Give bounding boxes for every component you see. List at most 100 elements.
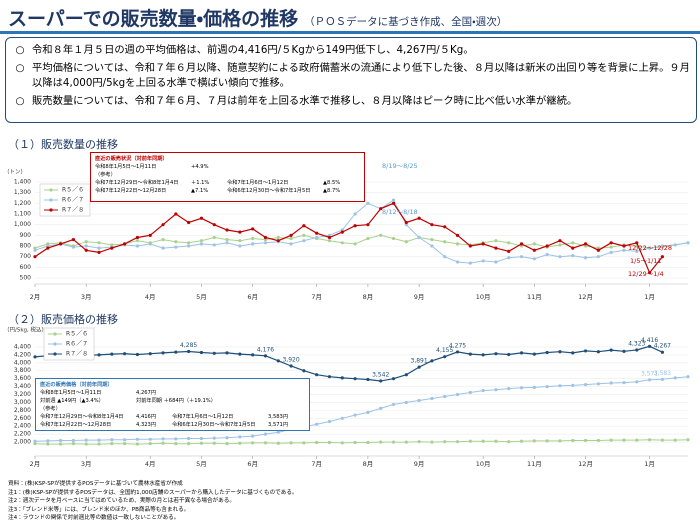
info-row: 令和7年12月22日～12月28日 4,323円 令和6年12月30日～令和7年1月… <box>40 421 305 429</box>
value-label: 3,583 <box>654 370 671 377</box>
point <box>289 242 293 246</box>
point <box>635 380 639 384</box>
point <box>391 236 396 241</box>
value-label: 3,920 <box>282 356 299 363</box>
point <box>443 255 447 259</box>
point <box>135 244 140 248</box>
legend-marker <box>49 198 53 202</box>
point <box>583 242 588 246</box>
point <box>340 241 344 245</box>
y-axis-unit: （トン） <box>4 169 26 176</box>
annotation: 8/12～8/18 <box>382 208 418 216</box>
note: 注4：ラウンドの関係で対前週比等の数値は一致しないことがある。 <box>8 515 180 521</box>
point <box>545 350 549 355</box>
value-label: 4,176 <box>257 346 274 353</box>
info-cell: 令和6年12月30日～令和7年1月5日 <box>227 188 311 194</box>
point <box>97 442 101 446</box>
point <box>238 244 242 248</box>
point <box>379 406 383 410</box>
legend-label: R５／６ <box>66 331 88 338</box>
info-cell: 令和8年1月5日～1月11日 <box>95 164 157 170</box>
point <box>404 400 408 405</box>
point <box>174 442 178 446</box>
point <box>558 255 562 259</box>
point <box>366 201 370 205</box>
bullet-text: 販売数量については、令和７年６月、７月は前年を上回る水準で推移し、８月以降はピー… <box>32 95 578 107</box>
info-box: 直近の販売状況（対前年同期） 令和8年1月5日～1月11日 +4.9% （参考） 令和7… <box>90 152 365 202</box>
point <box>353 242 357 246</box>
point <box>583 383 588 387</box>
point <box>327 440 332 445</box>
info-cell: +4.9% <box>191 164 209 170</box>
point <box>238 239 242 243</box>
point <box>635 249 639 253</box>
point <box>135 235 140 240</box>
point <box>276 239 280 243</box>
point <box>417 398 421 403</box>
y-tick-label: 3,600 <box>14 375 31 382</box>
x-tick-label: 12月 <box>578 460 593 468</box>
point <box>391 402 396 407</box>
point <box>302 441 306 445</box>
point <box>315 440 319 445</box>
point <box>519 439 524 443</box>
info-row: 令和7年12月29日～令和8年1月4日 ＋1.1% 令和7年1月6日～1月12日 ▲8… <box>95 179 360 187</box>
info-row: 令和7年12月29日～令和8年1月4日 4,416円 令和7年1月6日～1月12日 3… <box>40 413 305 421</box>
value-label: 4,267 <box>654 343 671 350</box>
point <box>532 257 536 261</box>
point <box>110 352 114 356</box>
x-tick-label: 12月 <box>578 293 593 301</box>
point <box>161 223 165 227</box>
point <box>596 438 600 443</box>
legend-label: R６／７ <box>66 341 88 348</box>
info-cell: 対前週 ▲149円（▲3.4%） <box>40 398 104 404</box>
point <box>123 442 127 446</box>
x-tick-label: 1月 <box>644 460 655 468</box>
series-line <box>34 345 663 382</box>
point <box>161 246 165 250</box>
point <box>494 246 498 250</box>
point <box>187 244 191 248</box>
point <box>455 260 460 264</box>
point <box>468 390 472 395</box>
point <box>417 440 421 444</box>
point <box>199 436 204 441</box>
info-box: 直近の販売価格（対前年同期） 令和8年1月5日～1月11日 4,267円 対前週 ▲1… <box>35 378 310 431</box>
point <box>187 436 191 441</box>
point <box>46 442 50 446</box>
point <box>289 441 293 445</box>
subtitle: （ＰＯＳデータに基づき作成、全国・週次） <box>304 16 508 28</box>
point <box>238 230 242 234</box>
point <box>596 350 600 354</box>
series-line <box>34 234 689 249</box>
point <box>225 238 229 242</box>
point <box>148 437 152 441</box>
annotation: 12/22～12/28 <box>628 244 672 252</box>
point <box>622 248 626 252</box>
point <box>558 439 562 443</box>
point <box>647 246 652 250</box>
point <box>340 376 344 380</box>
point <box>251 441 255 445</box>
point <box>302 224 306 228</box>
point <box>596 382 600 386</box>
legend-label: R７／８ <box>66 351 88 358</box>
point <box>366 236 370 241</box>
x-tick-label: 10月 <box>476 460 491 468</box>
point <box>174 212 178 216</box>
point <box>340 441 344 445</box>
point <box>187 349 191 354</box>
point <box>276 235 280 240</box>
point <box>519 351 524 355</box>
legend-marker <box>53 342 57 346</box>
point <box>494 388 498 392</box>
info-cell: 4,416円 <box>136 414 157 420</box>
y-tick-label: 1,000 <box>14 221 31 228</box>
point <box>494 260 498 264</box>
point <box>647 271 652 275</box>
legend-label: R６／７ <box>62 197 84 204</box>
point <box>302 239 306 243</box>
point <box>123 352 127 356</box>
point <box>647 344 652 348</box>
value-label: 4,416 <box>641 337 658 344</box>
